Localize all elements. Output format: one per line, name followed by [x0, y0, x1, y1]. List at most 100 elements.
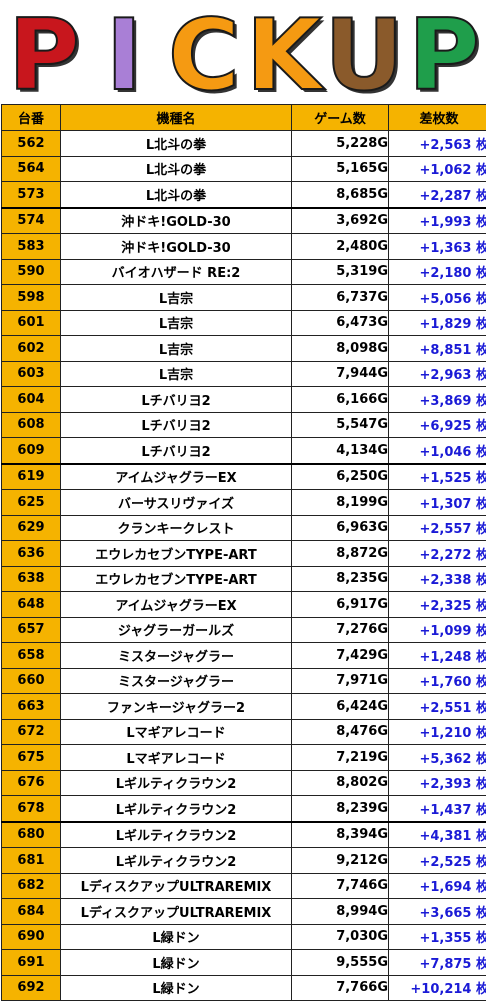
coin-difference-cell: +1,760 枚 [388, 667, 486, 694]
coin-difference-value: +1,525 [419, 471, 472, 487]
model-name-cell: LディスクアップULTRAREMIX [60, 872, 292, 899]
table-row: 676 Lギルティクラウン2 8,802G +2,393 枚 [1, 769, 486, 796]
coin-difference-cell: +2,180 枚 [388, 258, 486, 285]
game-count-cell: 6,473G [291, 309, 389, 336]
machine-number-cell: 648 [1, 591, 61, 618]
machine-number-cell: 619 [1, 462, 61, 490]
logo-letter-c: CC [167, 0, 243, 103]
coin-difference-cell: +2,287 枚 [388, 181, 486, 208]
coin-unit: 枚 [475, 522, 486, 538]
game-count-cell: 8,872G [291, 540, 389, 567]
coin-unit: 枚 [475, 700, 486, 716]
machine-number-cell: 657 [1, 616, 61, 643]
model-name-cell: Lギルティクラウン2 [60, 795, 292, 822]
coin-unit: 枚 [475, 956, 486, 972]
coin-unit: 枚 [475, 547, 486, 563]
coin-difference-cell: +1,525 枚 [388, 462, 486, 490]
machine-number-cell: 675 [1, 744, 61, 771]
machine-number-cell: 638 [1, 565, 61, 592]
machine-number-cell: 603 [1, 360, 61, 387]
coin-difference-cell: +8,851 枚 [388, 335, 486, 362]
coin-unit: 枚 [475, 573, 486, 589]
coin-difference-cell: +1,046 枚 [388, 437, 486, 464]
coin-difference-value: +7,875 [419, 956, 472, 972]
model-name-cell: ジャグラーガールズ [60, 616, 292, 643]
model-name-cell: Lチバリヨ2 [60, 437, 292, 464]
coin-unit: 枚 [475, 624, 486, 640]
machine-number-cell: 663 [1, 693, 61, 720]
machine-number-cell: 682 [1, 872, 61, 899]
coin-unit: 枚 [475, 266, 486, 282]
game-count-cell: 7,944G [291, 360, 389, 387]
machine-number-cell: 691 [1, 949, 61, 976]
table-row: 680 Lギルティクラウン2 8,394G +4,381 枚 [1, 820, 486, 848]
coin-difference-value: +5,056 [419, 291, 472, 307]
coin-unit: 枚 [475, 163, 486, 179]
game-count-cell: 8,476G [291, 718, 389, 745]
table-row: 603 L吉宗 7,944G +2,963 枚 [1, 360, 486, 387]
table-row: 602 L吉宗 8,098G +8,851 枚 [1, 335, 486, 362]
coin-difference-value: +1,062 [419, 163, 472, 179]
table-row: 691 L緑ドン 9,555G +7,875 枚 [1, 949, 486, 976]
header-coin-difference: 差枚数 [388, 104, 486, 131]
coin-difference-value: +1,210 [419, 726, 472, 742]
coin-difference-value: +1,760 [419, 675, 472, 691]
machine-number-cell: 676 [1, 769, 61, 796]
table-body: 562 L北斗の拳 5,228G +2,563 枚 564 L北斗の拳 5,165G +1,0… [1, 130, 486, 1001]
header-model-name: 機種名 [60, 104, 292, 131]
coin-difference-cell: +1,829 枚 [388, 309, 486, 336]
table-header-row: 台番 機種名 ゲーム数 差枚数 [1, 104, 486, 131]
machine-number-cell: 690 [1, 923, 61, 950]
table-row: 638 エウレカセブンTYPE-ART 8,235G +2,338 枚 [1, 565, 486, 592]
svg-text:C: C [171, 2, 243, 103]
machine-number-cell: 681 [1, 847, 61, 874]
coin-difference-value: +2,551 [419, 700, 472, 716]
coin-difference-value: +2,963 [419, 368, 472, 384]
table-row: 601 L吉宗 6,473G +1,829 枚 [1, 309, 486, 336]
svg-text:P: P [411, 2, 483, 103]
game-count-cell: 8,239G [291, 795, 389, 822]
svg-text:U: U [324, 0, 404, 103]
machine-number-cell: 692 [1, 974, 61, 1001]
svg-text:I: I [106, 0, 142, 103]
machine-number-cell: 684 [1, 898, 61, 925]
coin-difference-cell: +1,062 枚 [388, 155, 486, 182]
table-row: 609 Lチバリヨ2 4,134G +1,046 枚 [1, 437, 486, 464]
game-count-cell: 5,165G [291, 155, 389, 182]
coin-unit: 枚 [475, 393, 486, 409]
model-name-cell: アイムジャグラーEX [60, 462, 292, 490]
machine-number-cell: 574 [1, 206, 61, 234]
game-count-cell: 7,971G [291, 667, 389, 694]
model-name-cell: Lマギアレコード [60, 718, 292, 745]
model-name-cell: L緑ドン [60, 949, 292, 976]
coin-difference-cell: +7,875 枚 [388, 949, 486, 976]
coin-difference-value: +1,829 [419, 317, 472, 333]
game-count-cell: 2,480G [291, 233, 389, 260]
svg-text:P: P [408, 0, 480, 103]
game-count-cell: 6,424G [291, 693, 389, 720]
coin-difference-cell: +2,393 枚 [388, 769, 486, 796]
table-row: 690 L緑ドン 7,030G +1,355 枚 [1, 923, 486, 950]
machine-number-cell: 636 [1, 540, 61, 567]
coin-difference-cell: +10,214 枚 [388, 974, 486, 1001]
model-name-cell: L吉宗 [60, 335, 292, 362]
coin-difference-value: +6,925 [419, 419, 472, 435]
coin-difference-value: +2,272 [419, 547, 472, 563]
game-count-cell: 8,235G [291, 565, 389, 592]
model-name-cell: Lギルティクラウン2 [60, 847, 292, 874]
game-count-cell: 9,212G [291, 847, 389, 874]
coin-unit: 枚 [475, 905, 486, 921]
model-name-cell: Lギルティクラウン2 [60, 769, 292, 796]
model-name-cell: Lギルティクラウン2 [60, 820, 292, 848]
model-name-cell: バイオハザード RE:2 [60, 258, 292, 285]
table-row: 583 沖ドキ!GOLD-30 2,480G +1,363 枚 [1, 233, 486, 260]
coin-unit: 枚 [475, 291, 486, 307]
svg-text:P: P [8, 0, 80, 103]
coin-unit: 枚 [475, 419, 486, 435]
model-name-cell: L吉宗 [60, 360, 292, 387]
game-count-cell: 6,917G [291, 591, 389, 618]
coin-unit: 枚 [475, 802, 486, 818]
coin-difference-cell: +1,437 枚 [388, 795, 486, 822]
table-row: 678 Lギルティクラウン2 8,239G +1,437 枚 [1, 795, 486, 822]
